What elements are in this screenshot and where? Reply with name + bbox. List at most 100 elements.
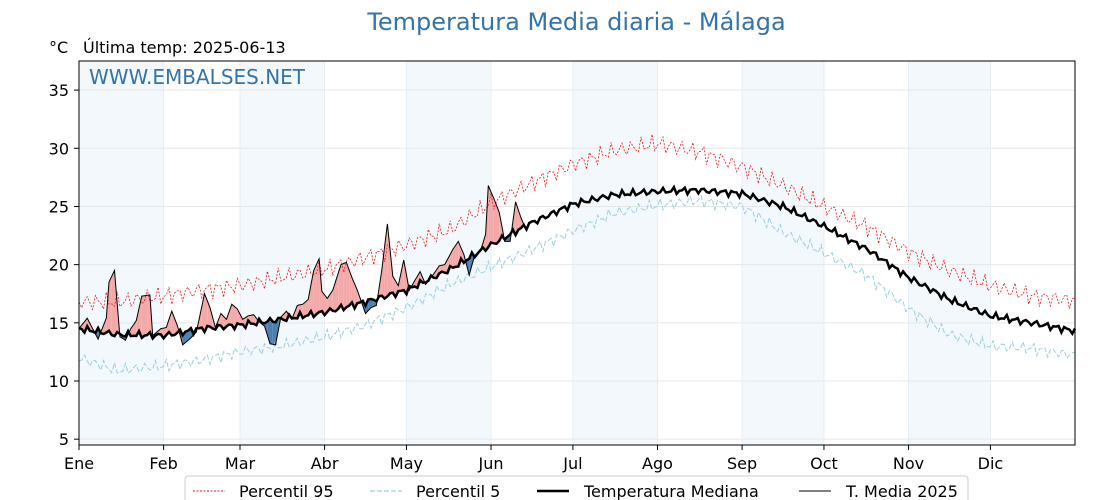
fill-above-median — [330, 290, 333, 311]
y-tick-label: 5 — [59, 430, 69, 449]
y-tick-label: 25 — [49, 197, 69, 216]
fill-above-median — [229, 304, 232, 325]
fill-above-median — [144, 295, 148, 336]
fill-above-median — [491, 191, 494, 244]
fill-above-median — [111, 270, 115, 337]
fill-below-median — [267, 318, 271, 344]
x-tick-label: Nov — [893, 454, 924, 473]
fill-above-median — [455, 241, 459, 267]
legend: Percentil 95 Percentil 5 Temperatura Med… — [184, 475, 969, 500]
fill-above-median — [302, 301, 306, 319]
fill-above-median — [321, 291, 325, 316]
y-tick-label: 20 — [49, 256, 69, 275]
fill-above-median — [141, 295, 145, 338]
fill-above-median — [324, 294, 328, 316]
fill-above-median — [444, 259, 448, 274]
x-tick-label: Ago — [642, 454, 673, 473]
p95-line — [78, 134, 1076, 311]
fill-above-median — [209, 307, 213, 329]
axis-ticks: 5 10 15 20 25 30 35 Ene Feb Mar Abr May Jun Jul Ago Sep… — [49, 81, 1004, 473]
fill-above-median — [201, 293, 205, 333]
fill-above-median — [515, 201, 519, 236]
fill-above-median — [204, 293, 208, 333]
plot-frame — [78, 60, 1076, 446]
y-tick-label: 10 — [49, 372, 69, 391]
fill-above-median — [381, 246, 385, 299]
median-line — [78, 184, 1077, 341]
month-band — [908, 61, 991, 445]
fill-above-median — [499, 212, 502, 241]
fill-above-median — [452, 245, 456, 268]
fill-above-median — [403, 259, 407, 295]
x-tick-label: Sep — [727, 454, 757, 473]
fill-above-median — [518, 209, 522, 230]
month-bands — [79, 61, 991, 445]
fill-above-median — [346, 262, 350, 308]
fill-above-median — [250, 314, 254, 324]
fill-above-median — [414, 276, 418, 288]
fill-above-median — [103, 318, 107, 334]
fill-above-median — [231, 304, 235, 330]
y-tick-label: 35 — [49, 81, 69, 100]
fill-above-median — [226, 311, 230, 327]
fill-above-median — [400, 259, 404, 291]
fill-above-median — [335, 273, 339, 312]
x-tick-label: Ene — [64, 454, 94, 473]
series-lines — [78, 134, 1077, 374]
fill-above-median — [496, 205, 500, 244]
fill-above-median — [316, 258, 320, 315]
month-band — [239, 61, 325, 445]
x-tick-label: Oct — [810, 454, 838, 473]
t2025-line — [78, 185, 527, 346]
fill-above-median — [237, 308, 240, 325]
fill-above-median — [338, 264, 341, 309]
month-band — [79, 61, 164, 445]
fill-above-median — [109, 276, 112, 336]
fill-above-median — [387, 223, 391, 297]
y-tick-label: 15 — [49, 314, 69, 333]
y-tick-label: 30 — [49, 139, 69, 158]
fill-below-median — [270, 318, 273, 345]
month-band — [742, 61, 824, 445]
fill-above-median — [294, 305, 298, 319]
fill-below-median — [185, 330, 189, 343]
month-band — [572, 61, 658, 445]
fill-above-median — [349, 269, 352, 306]
last-temp-label: Última temp: 2025-06-13 — [83, 38, 286, 57]
x-tick-label: Jul — [562, 454, 582, 473]
x-tick-label: Feb — [149, 454, 177, 473]
legend-p95-label: Percentil 95 — [239, 482, 334, 500]
fill-above-median — [488, 185, 492, 248]
fill-above-median — [169, 311, 172, 336]
fill-above-median — [114, 270, 118, 337]
fill-above-median — [340, 263, 344, 311]
fill-above-median — [305, 299, 309, 317]
fill-above-median — [351, 277, 355, 309]
fill-above-median — [147, 294, 150, 336]
y-unit-label: °C — [49, 38, 69, 57]
legend-p5-label: Percentil 5 — [416, 482, 500, 500]
fill-below-median — [275, 317, 279, 345]
x-tick-label: Abr — [311, 454, 339, 473]
fill-above-median — [493, 198, 497, 244]
fill-above-median — [174, 318, 178, 336]
fill-below-median — [272, 321, 276, 345]
watermark: WWW.EMBALSES.NET — [89, 65, 306, 89]
x-tick-label: Dic — [978, 454, 1004, 473]
fill-above-median — [313, 264, 317, 317]
fill-above-median — [433, 269, 437, 279]
fill-above-median — [239, 314, 243, 325]
p5-line — [78, 194, 1076, 374]
x-tick-label: Jun — [478, 454, 504, 473]
fill-above-median — [136, 308, 140, 337]
legend-t2025-label: T. Media 2025 — [845, 482, 958, 500]
fill-above-median — [343, 262, 347, 311]
x-tick-label: May — [390, 454, 423, 473]
x-tick-label: Mar — [225, 454, 256, 473]
fill-above-median — [308, 285, 311, 316]
chart-title: Temperatura Media diaria - Málaga — [367, 8, 786, 36]
legend-box — [184, 475, 969, 500]
fill-above-median — [130, 324, 134, 337]
legend-median-label: Temperatura Mediana — [583, 482, 759, 500]
